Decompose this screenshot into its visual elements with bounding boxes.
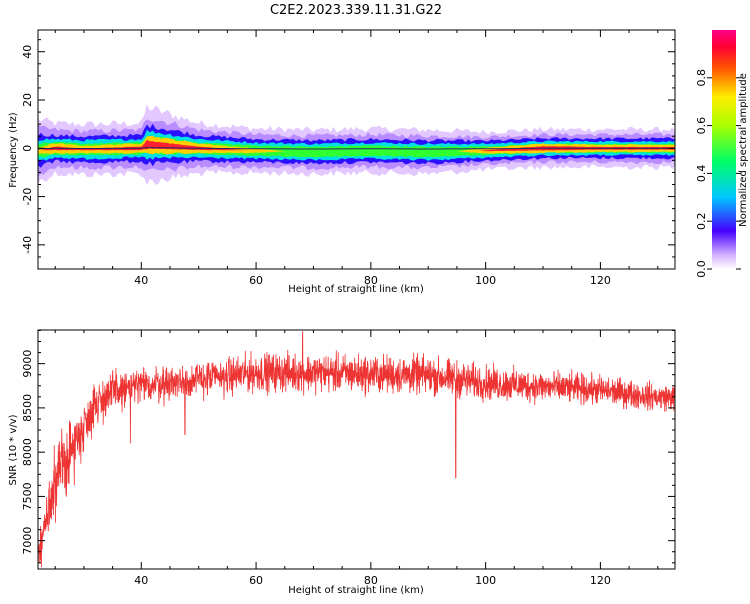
snr-plot-area <box>38 330 675 569</box>
snr-xtick-label: 40 <box>134 574 148 587</box>
spectrogram-xtick-label: 40 <box>134 274 148 287</box>
spectrogram-ytick-label: 40 <box>21 45 34 59</box>
spectrogram-xtick-label: 80 <box>364 274 378 287</box>
colorbar-tick-label: 0.2 <box>695 212 708 230</box>
spectral-ridge-line <box>38 147 675 150</box>
spectrogram-ylabel: Frequency (Hz) <box>8 112 19 188</box>
snr-ytick-label: 8000 <box>21 438 34 466</box>
colorbar-label: Normalized spectral amplitude <box>738 73 749 227</box>
spectrogram-ytick-label: -20 <box>21 188 34 206</box>
snr-frame <box>37 329 676 570</box>
snr-xtick-label: 120 <box>590 574 611 587</box>
snr-series-line <box>38 331 675 568</box>
figure-title: C2E2.2023.339.11.31.G22 <box>270 3 442 18</box>
spectrogram-ytick-label: 20 <box>21 93 34 107</box>
colorbar-tick-label: 0.8 <box>695 69 708 87</box>
colorbar: 0.0 0.2 0.4 0.6 0.8 Normalized spectral ampl… <box>695 30 749 278</box>
snr-ytick-label: 7000 <box>21 527 34 555</box>
spectrogram-xlabel: Height of straight line (km) <box>288 284 424 295</box>
snr-ytick-label: 9000 <box>21 350 34 378</box>
spectrogram-panel: 40 60 80 100 120 -40 -20 0 20 40 Height of straig… <box>8 29 676 295</box>
spectrogram-xtick-label: 120 <box>590 274 611 287</box>
spectrogram-ytick-label: 0 <box>21 145 34 152</box>
snr-ytick-label: 8500 <box>21 394 34 422</box>
colorbar-gradient <box>712 30 736 269</box>
snr-xlabel: Height of straight line (km) <box>288 585 424 596</box>
snr-panel: 40 60 80 100 120 7000 7500 8000 8500 9000 Height … <box>8 329 676 596</box>
spectrogram-frame <box>37 29 676 270</box>
snr-xtick-label: 100 <box>475 574 496 587</box>
snr-xtick-label: 80 <box>364 574 378 587</box>
colorbar-tick-label: 0.4 <box>695 165 708 183</box>
colorbar-tick-label: 0.0 <box>695 260 708 278</box>
snr-ytick-label: 7500 <box>21 482 34 510</box>
spectrogram-xtick-label: 100 <box>475 274 496 287</box>
spectrogram-xtick-label: 60 <box>249 274 263 287</box>
snr-ylabel: SNR (10 * v/v) <box>8 414 19 485</box>
spectrogram-ytick-label: -40 <box>21 236 34 254</box>
snr-xtick-label: 60 <box>249 574 263 587</box>
colorbar-tick-label: 0.6 <box>695 117 708 135</box>
